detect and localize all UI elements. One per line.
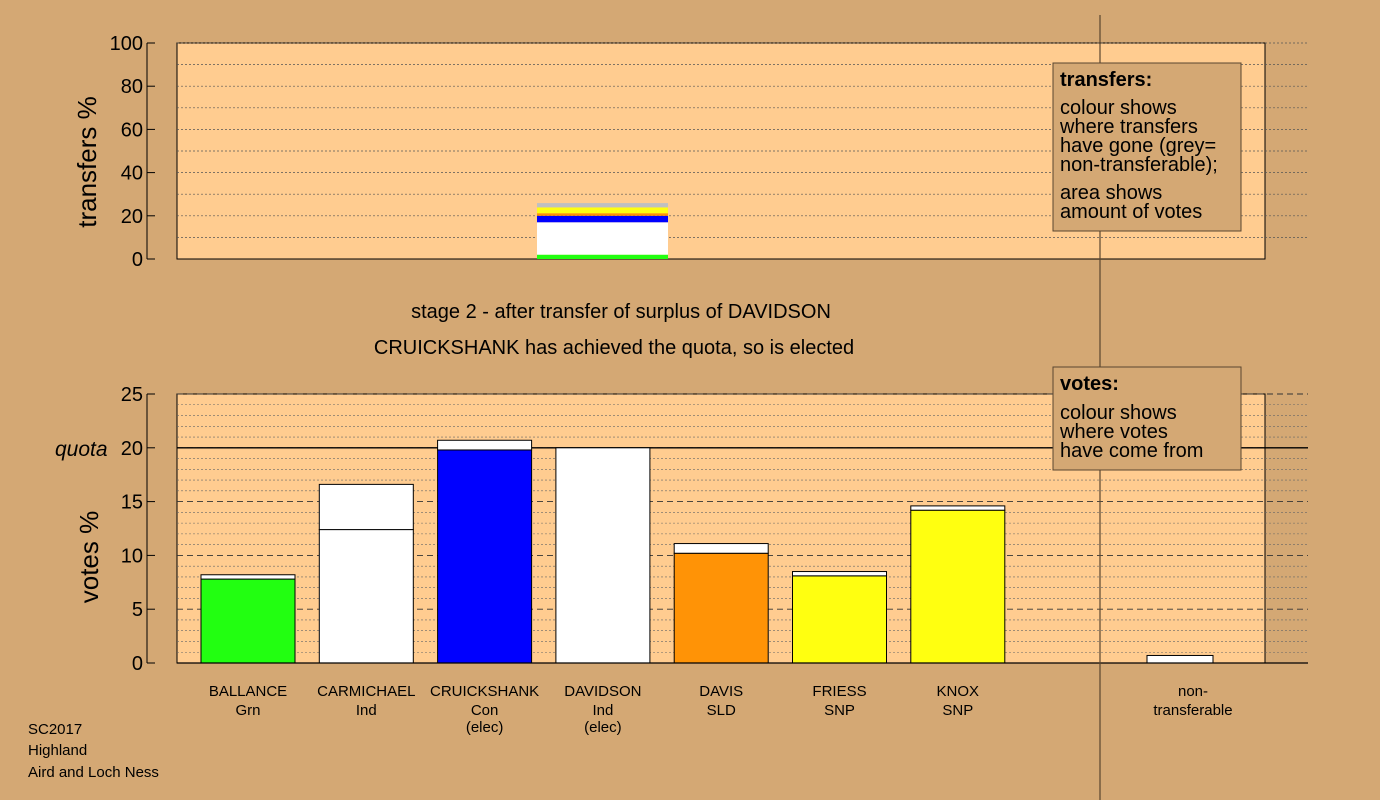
transfer-segment-cruickshank	[537, 215, 668, 223]
candidate-name-knox: KNOX	[937, 683, 980, 700]
votes-box-line-3: have come from	[1060, 440, 1203, 462]
candidate-party-carmichael: Ind	[356, 702, 377, 719]
transfer-segment-carmichael	[537, 222, 668, 255]
transfer-segment-ballance	[537, 254, 668, 259]
votes-legend-box: votes: colour shows where votes have com…	[1052, 366, 1242, 471]
bar-cruickshank-transfers	[437, 439, 533, 451]
transfers-box-line-3: have gone (grey=	[1060, 135, 1216, 157]
bar-knox-first-prefs	[910, 509, 1006, 664]
transfers-box-line-4: non-transferable);	[1060, 154, 1218, 176]
transfers-legend-box: transfers: colour shows where transfers …	[1052, 62, 1242, 232]
transfers-tick-label: 60	[121, 119, 143, 141]
candidate-party-cruickshank: Con	[471, 702, 499, 719]
transfer-segment-knox	[537, 207, 668, 211]
votes-tick-label: 5	[132, 599, 143, 621]
candidate-party-knox: SNP	[942, 702, 973, 719]
votes-tick-label: 25	[121, 384, 143, 406]
candidate-party-friess: SNP	[824, 702, 855, 719]
bar-davidson-first-prefs	[555, 447, 651, 664]
candidate-name-friess: FRIESS	[812, 683, 866, 700]
transfers-bar	[537, 203, 668, 259]
elected-caption: CRUICKSHANK has achieved the quota, so i…	[374, 337, 854, 359]
candidate-party-davidson: Ind	[592, 702, 613, 719]
votes-tick-label: 15	[121, 492, 143, 514]
nontransferable-label-1: non-	[1178, 683, 1208, 700]
bar-ballance-transfers	[200, 574, 296, 580]
bar-friess-transfers	[792, 571, 887, 577]
bar-davis-transfers	[673, 543, 769, 554]
transfers-tick-label: 40	[121, 163, 143, 185]
candidate-status-cruickshank: (elec)	[466, 719, 504, 736]
candidate-party-ballance: Grn	[235, 702, 260, 719]
bar-knox-transfers	[910, 505, 1006, 511]
transfers-box-title: transfers:	[1060, 69, 1152, 91]
transfer-segment-non-transferable	[537, 203, 668, 208]
bar-carmichael-first-prefs	[318, 529, 414, 664]
bar-cruickshank-first-prefs	[437, 449, 533, 664]
bar-davis-first-prefs	[673, 552, 769, 664]
candidate-name-ballance: BALLANCE	[209, 683, 287, 700]
votes-tick-label: 0	[132, 653, 143, 675]
votes-y-ticks: 0 5 10 15 20 25	[121, 384, 155, 675]
candidate-name-davidson: DAVIDSON	[564, 683, 641, 700]
transfers-box-line-2: where transfers	[1059, 116, 1198, 138]
transfers-y-ticks: 0 20 40 60 80 100	[110, 33, 155, 271]
votes-tick-label: 20	[121, 438, 143, 460]
transfers-tick-label: 20	[121, 206, 143, 228]
candidate-status-davidson: (elec)	[584, 719, 622, 736]
nontransferable-label-2: transferable	[1153, 702, 1232, 719]
footer-election: SC2017	[28, 721, 82, 738]
votes-box-line-2: where votes	[1059, 421, 1168, 443]
transfers-tick-label: 100	[110, 33, 143, 55]
votes-box-line-1: colour shows	[1060, 402, 1177, 424]
transfers-y-label: transfers %	[72, 96, 102, 228]
transfers-box-line-6: amount of votes	[1060, 201, 1202, 223]
stage-caption: stage 2 - after transfer of surplus of D…	[411, 301, 831, 323]
candidate-name-cruickshank: CRUICKSHANK	[430, 683, 539, 700]
transfer-segment-friess	[537, 210, 668, 214]
votes-y-label: votes %	[74, 511, 104, 604]
bar-carmichael-transfers	[318, 483, 414, 531]
candidate-party-davis: SLD	[707, 702, 736, 719]
quota-label: quota	[55, 438, 108, 461]
transfers-box-line-1: colour shows	[1060, 97, 1177, 119]
footer-council: Highland	[28, 742, 87, 759]
bar-ballance-first-prefs	[200, 578, 296, 664]
transfers-box-line-5: area shows	[1060, 182, 1162, 204]
votes-box-title: votes:	[1060, 373, 1119, 395]
votes-bars	[200, 439, 1214, 664]
transfers-tick-label: 0	[132, 249, 143, 271]
transfers-grid	[177, 42, 1308, 238]
candidate-name-davis: DAVIS	[699, 683, 743, 700]
candidate-name-carmichael: CARMICHAEL	[317, 683, 415, 700]
footer-ward: Aird and Loch Ness	[28, 764, 159, 781]
transfers-tick-label: 80	[121, 76, 143, 98]
bar-friess-first-prefs	[792, 575, 887, 664]
bar-nontransferable	[1146, 654, 1214, 664]
votes-tick-label: 10	[121, 545, 143, 567]
candidate-labels: BALLANCEGrnCARMICHAELIndCRUICKSHANKCon(e…	[209, 683, 1233, 736]
transfer-segment-davis	[537, 213, 668, 216]
